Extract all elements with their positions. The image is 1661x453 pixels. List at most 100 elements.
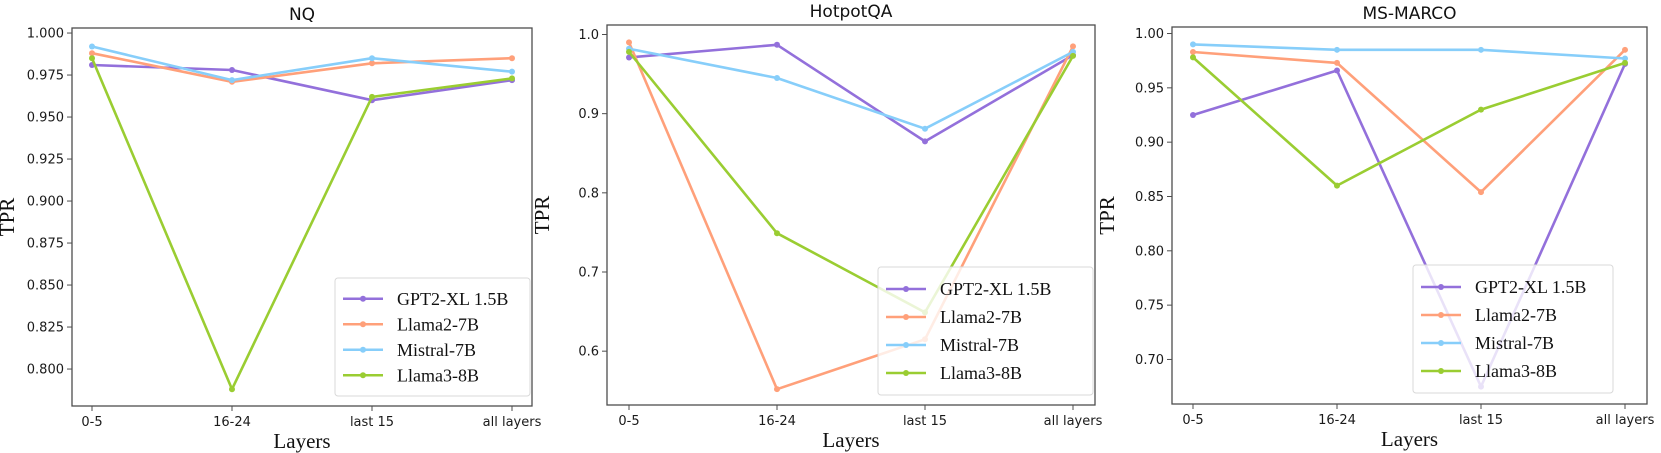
data-point-mistral-7b [1334, 46, 1340, 53]
y-tick-label: 0.950 [27, 111, 64, 126]
data-point-gpt2-xl-1-5b [774, 41, 780, 48]
legend-box [334, 277, 531, 397]
series-line-llama3-8b [627, 50, 1075, 314]
legend-swatch-marker [360, 321, 366, 328]
legend-box [877, 266, 1094, 396]
legend-label: Mistral-7B [1475, 333, 1554, 353]
y-tick-label: 0.80 [1135, 244, 1164, 259]
data-point-llama2-7b [626, 39, 632, 46]
x-tick-label: 16-24 [758, 414, 796, 429]
x-tick-label: all layers [1044, 414, 1103, 429]
data-point-mistral-7b [922, 125, 928, 132]
legend-label: Llama2-7B [397, 314, 479, 334]
chart-title: HotpotQA [810, 2, 893, 22]
legend-swatch-marker [903, 342, 909, 348]
legend-box [1412, 264, 1614, 394]
series-line-gpt2-xl-1-5b [627, 43, 1075, 143]
legend-item: Llama2-7B [886, 307, 1022, 327]
x-tick-label: last 15 [350, 415, 394, 430]
legend-item: Mistral-7B [886, 335, 1019, 355]
data-point-llama2-7b [509, 55, 515, 62]
y-tick-label: 0.85 [1135, 190, 1164, 205]
chart-panel-ms-marco: MS-MARCO 0.70 0.75 0.80 0.85 0.90 0.95 1.00 0-5 1… [1095, 4, 1655, 451]
y-tick-label: 0.875 [27, 237, 64, 252]
legend-label: Llama2-7B [1475, 305, 1557, 325]
data-point-mistral-7b [509, 68, 515, 75]
legend-label: Mistral-7B [397, 340, 476, 360]
x-tick-label: 0-5 [618, 414, 639, 429]
legend-swatch-marker [1438, 368, 1444, 374]
y-tick-label: 0.6 [578, 345, 599, 360]
series-line-mistral-7b [90, 45, 514, 82]
data-point-llama2-7b [89, 50, 95, 57]
series-line-llama2-7b [90, 51, 514, 84]
data-point-llama2-7b [774, 386, 780, 393]
data-point-llama3-8b [89, 55, 95, 62]
data-point-llama3-8b [1622, 59, 1628, 66]
series-line-mistral-7b [627, 47, 1075, 130]
data-point-llama2-7b [1334, 59, 1340, 66]
y-tick-label: 0.800 [27, 363, 64, 378]
data-point-llama3-8b [1334, 182, 1340, 189]
legend-swatch-marker [1438, 284, 1444, 290]
legend-item: Mistral-7B [343, 340, 476, 360]
legend-swatch-marker [903, 314, 909, 320]
y-tick-label: 0.975 [27, 69, 64, 84]
legend-label: Llama3-8B [940, 363, 1022, 383]
x-tick-label: 0-5 [81, 415, 102, 430]
y-tick-label: 0.90 [1135, 136, 1164, 151]
y-tick-label: 0.95 [1135, 81, 1164, 96]
data-point-gpt2-xl-1-5b [922, 138, 928, 145]
x-tick-label: 0-5 [1182, 413, 1203, 428]
y-tick-label: 0.9 [578, 107, 599, 122]
data-point-mistral-7b [1478, 46, 1484, 53]
y-tick-label: 0.70 [1135, 353, 1164, 368]
axes-frame [606, 24, 1096, 406]
data-point-gpt2-xl-1-5b [229, 67, 235, 73]
legend-label: GPT2-XL 1.5B [940, 279, 1051, 299]
data-point-llama3-8b [626, 48, 632, 55]
legend-label: Llama2-7B [940, 307, 1022, 327]
x-tick-label: all layers [1596, 413, 1655, 428]
legend-item: GPT2-XL 1.5B [1421, 277, 1586, 297]
data-point-mistral-7b [89, 43, 95, 50]
data-point-llama3-8b [1478, 106, 1484, 113]
y-tick-label: 0.900 [27, 195, 64, 210]
x-tick-label: 16-24 [1318, 413, 1356, 428]
data-point-gpt2-xl-1-5b [1190, 112, 1196, 119]
data-point-llama3-8b [369, 93, 375, 100]
data-point-gpt2-xl-1-5b [1334, 67, 1340, 74]
y-tick-label: 1.000 [27, 27, 64, 42]
data-point-llama3-8b [1190, 54, 1196, 61]
legend-label: Llama3-8B [1475, 361, 1557, 381]
x-axis-label: Layers [273, 429, 330, 453]
plot-area [1190, 41, 1628, 390]
chart-title: MS-MARCO [1362, 4, 1456, 24]
y-axis-label: TPR [530, 196, 554, 235]
legend-swatch-marker [1438, 312, 1444, 318]
x-tick-label: 16-24 [213, 415, 251, 430]
chart-title: NQ [289, 5, 315, 25]
y-tick-label: 0.825 [27, 321, 64, 336]
legend-swatch-marker [360, 346, 366, 353]
legend-item: Llama3-8B [886, 363, 1022, 383]
chart-panel-nq: NQ 0.800 0.825 0.850 0.875 0.900 0.925 0.950 0.9… [0, 5, 542, 453]
legend-label: Llama3-8B [397, 365, 479, 385]
data-point-mistral-7b [369, 55, 375, 62]
data-point-llama2-7b [369, 60, 375, 67]
data-point-gpt2-xl-1-5b [626, 54, 632, 61]
data-point-llama3-8b [229, 386, 235, 393]
x-tick-label: all layers [483, 415, 542, 430]
legend-item: GPT2-XL 1.5B [886, 279, 1051, 299]
data-point-llama2-7b [1478, 189, 1484, 196]
data-point-llama3-8b [1070, 52, 1076, 59]
data-point-mistral-7b [1622, 55, 1628, 62]
data-point-llama2-7b [1622, 46, 1628, 53]
chart-panel-hotpotqa: HotpotQA 0.6 0.7 0.8 0.9 1.0 0-5 16-24 last 15 al… [530, 2, 1103, 452]
y-tick-label: 0.850 [27, 279, 64, 294]
data-point-llama2-7b [1190, 48, 1196, 55]
data-point-llama3-8b [774, 230, 780, 237]
y-tick-label: 0.75 [1135, 299, 1164, 314]
data-point-mistral-7b [229, 77, 235, 84]
